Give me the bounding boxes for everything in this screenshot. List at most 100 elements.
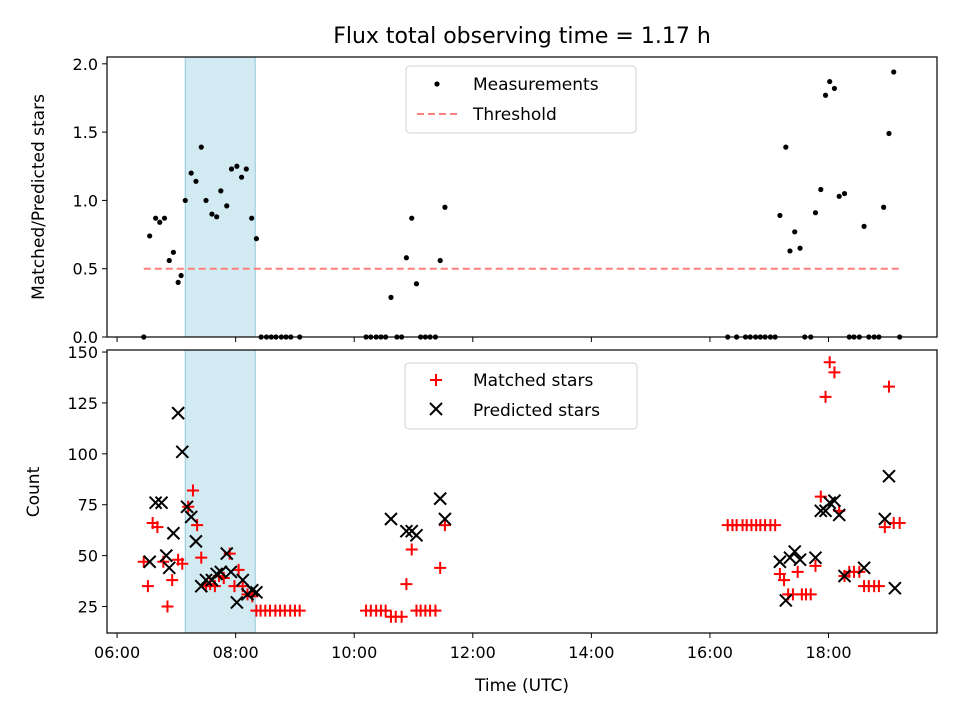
measurement-point [388, 294, 394, 300]
legend-measurements-label: Measurements [473, 75, 599, 95]
measurement-point [409, 215, 415, 221]
measurement-point [827, 78, 833, 85]
bottom-axes-frame [106, 349, 938, 634]
measurement-point [209, 211, 215, 217]
top-x-ticks [116, 337, 830, 342]
matched-star-point [176, 557, 189, 570]
measurement-point [243, 166, 249, 172]
measurement-point [193, 178, 199, 184]
predicted-star-point [199, 573, 213, 587]
matched-star-point [823, 356, 836, 369]
top-y-tick-label: 1.0 [73, 191, 98, 210]
matched-star-point [804, 588, 817, 601]
predicted-star-point [162, 561, 176, 575]
predicted-star-point [793, 552, 807, 567]
measurement-point [178, 272, 184, 279]
matched-star-point [814, 490, 827, 503]
measurement-point [182, 197, 188, 204]
measurement-points [141, 69, 903, 340]
bottom-legend-box [404, 362, 638, 430]
matched-star-point [405, 543, 418, 556]
measurement-point [157, 219, 163, 225]
matched-star-point [232, 563, 245, 576]
predicted-star-point [773, 555, 787, 569]
measurement-point [777, 212, 783, 219]
x-tick-label: 14:00 [568, 643, 614, 662]
predicted-star-point [882, 469, 896, 483]
predicted-star-point [184, 510, 198, 524]
top-legend: Measurements Threshold [405, 65, 637, 134]
measurement-point [198, 144, 204, 150]
matched-star-point [191, 519, 204, 532]
measurement-point [249, 215, 255, 221]
top-axes-frame [106, 56, 938, 338]
measurement-point [783, 144, 789, 150]
predicted-star-point [214, 565, 228, 579]
measurement-point [797, 245, 803, 251]
observing-interval-shade-top [184, 56, 256, 338]
matched-star-point [186, 484, 199, 497]
x-tick-label: 12:00 [450, 643, 496, 662]
measurement-point [234, 163, 240, 169]
measurement-point [218, 188, 224, 194]
legend-threshold-label: Threshold [472, 105, 557, 125]
predicted-star-point [409, 528, 424, 542]
measurement-point [861, 223, 867, 229]
bottom-y-tick-label: 100 [67, 445, 98, 464]
measurement-point [891, 69, 897, 75]
bottom-y-tick-label: 150 [67, 343, 98, 362]
predicted-star-point [249, 585, 264, 599]
bottom-panel: 25 50 75 100 125 150 06:00 08:00 10:00 12:00 14:0… [24, 343, 938, 696]
measurement-point [881, 204, 887, 210]
matched-star-point [828, 366, 841, 379]
matched-star-point [141, 580, 154, 593]
measurement-point [166, 257, 172, 264]
bottom-y-axis-label: Count [24, 466, 44, 517]
measurement-point [203, 197, 209, 204]
predicted-star-point [180, 500, 194, 514]
matched-star-point [137, 555, 150, 568]
predicted-star-point [142, 555, 157, 569]
predicted-star-point [837, 569, 852, 583]
measurement-point [224, 203, 230, 209]
measurement-point [792, 229, 798, 235]
matched-star-point [791, 565, 804, 578]
predicted-star-point [779, 593, 793, 608]
measurement-point [812, 210, 819, 216]
measurement-point [437, 257, 443, 264]
matched-star-point [429, 604, 442, 617]
predicted-star-point [857, 561, 871, 575]
predicted-star-point [384, 512, 398, 526]
measurement-point [188, 170, 194, 176]
matched-star-point [395, 610, 408, 623]
measurement-point [822, 92, 829, 98]
x-tick-label: 06:00 [94, 643, 140, 662]
predicted-star-point [230, 595, 244, 610]
measurement-point [841, 190, 848, 197]
predicted-star-point [154, 495, 169, 510]
predicted-star-point [399, 524, 414, 538]
measurement-point [818, 186, 824, 193]
predicted-star-point [175, 445, 190, 459]
x-tick-label: 16:00 [687, 643, 733, 662]
top-y-tick-label: 0.0 [73, 328, 98, 347]
matched-star-point [769, 519, 782, 532]
x-tick-label: 08:00 [213, 643, 259, 662]
bottom-y-tick-label: 50 [78, 547, 98, 566]
measurement-point [153, 215, 159, 221]
legend-predicted-marker [429, 402, 443, 416]
matched-star-point [893, 517, 906, 530]
predicted-star-point [888, 581, 902, 595]
x-axis-label: Time (UTC) [474, 676, 569, 696]
top-y-tick-label: 2.0 [73, 55, 98, 74]
matched-star-point [379, 604, 392, 617]
predicted-star-point [438, 512, 452, 526]
predicted-star-points [142, 406, 902, 610]
predicted-star-point [832, 508, 846, 522]
matched-star-point [166, 574, 179, 587]
matched-star-point [882, 380, 895, 393]
matched-star-point [293, 604, 306, 617]
matched-star-point [778, 574, 791, 587]
predicted-star-point [148, 495, 163, 510]
